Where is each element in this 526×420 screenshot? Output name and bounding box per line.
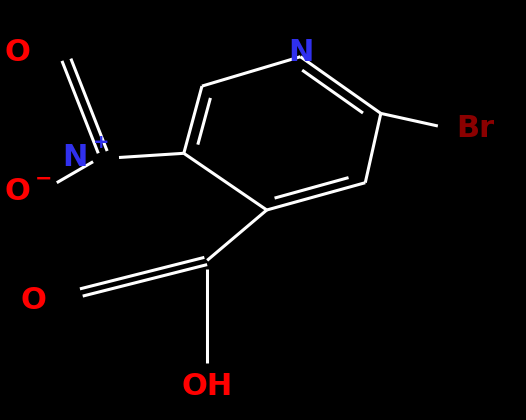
Text: N: N (288, 38, 313, 67)
Text: N: N (63, 143, 88, 172)
Text: O: O (5, 176, 31, 206)
Text: O: O (5, 38, 31, 67)
Text: Br: Br (456, 113, 494, 143)
Text: −: − (35, 168, 52, 189)
Text: OH: OH (181, 372, 233, 401)
Text: +: + (93, 133, 109, 152)
Text: O: O (21, 286, 46, 315)
